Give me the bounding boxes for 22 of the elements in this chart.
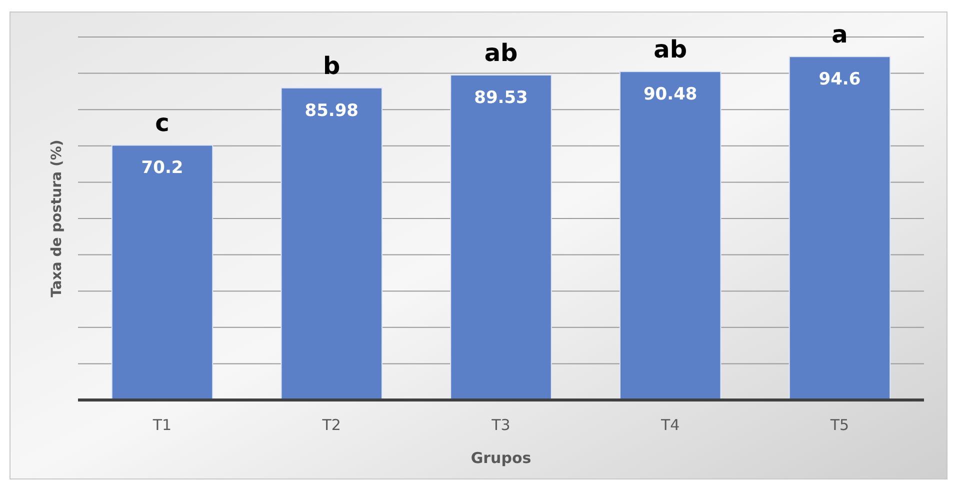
bar [788,56,891,400]
annotation: b [323,52,340,80]
annotation: ab [484,39,518,68]
data-label: 89.53 [474,88,528,108]
x-tick-label: T5 [829,416,850,434]
data-label: 90.48 [643,84,698,105]
x-tick-label: T1 [152,416,172,434]
annotation: ab [654,36,688,64]
x-axis-title: Grupos [470,449,532,467]
data-label: 85.98 [304,100,359,121]
bar [450,74,552,400]
annotation: c [155,109,170,138]
x-tick-label: T4 [660,416,680,434]
data-label: 94.6 [818,70,861,90]
x-tick-label: T2 [321,416,341,434]
x-tick-label: T3 [490,416,510,434]
bar [619,71,722,400]
bar [111,144,214,400]
annotation: a [832,20,848,49]
data-label: 70.2 [141,158,184,178]
y-axis-title: Taxa de postura (%) [49,140,65,298]
bar [280,87,383,400]
